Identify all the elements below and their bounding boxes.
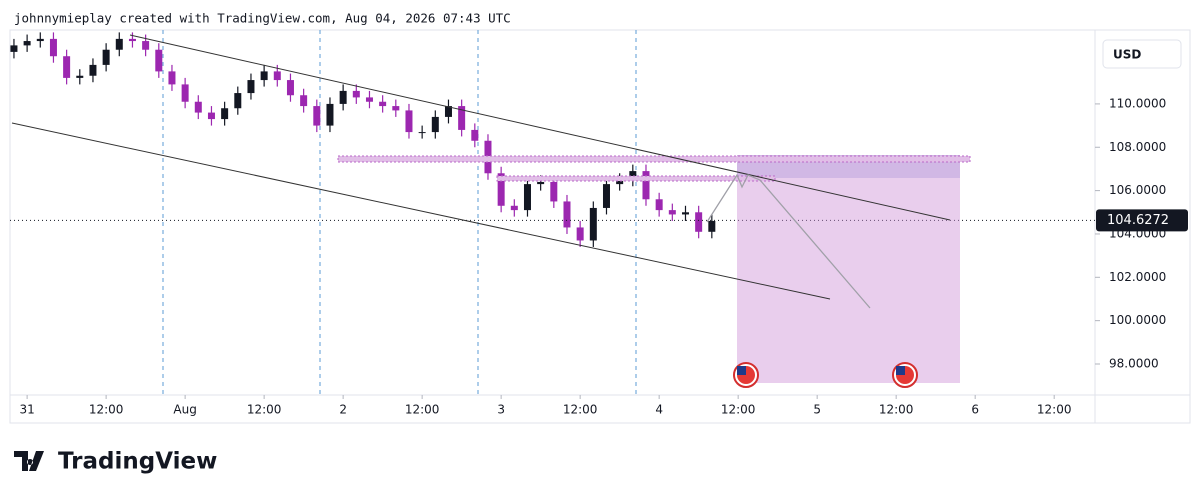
candle-body [63,56,71,78]
x-tick-label: 12:00 [721,403,756,417]
candle-body [602,184,610,208]
resistance-zone [496,175,776,182]
candle-body [23,41,31,46]
event-flag[interactable] [733,362,759,388]
candle-body [444,106,452,117]
candle-body [194,101,202,113]
event-flag[interactable] [892,362,918,388]
x-tick-label: 12:00 [405,403,440,417]
projection-path [706,173,871,309]
y-tick-label: 106.0000 [1109,183,1166,197]
last-price-label: 104.6272 [1107,213,1169,228]
x-tick-label: 4 [655,403,663,417]
candle-body [339,90,347,104]
y-tick-label: 98.0000 [1109,357,1159,371]
candle-body [431,116,439,133]
currency: USD [1113,48,1141,62]
candle-body [563,201,571,228]
brand-logo [14,451,44,471]
candle-body [10,45,18,52]
x-tick-label: 3 [497,403,505,417]
x-tick-label: Aug [173,403,196,417]
candle-body [221,108,229,120]
y-tick-label: 100.0000 [1109,313,1166,327]
candle-body [695,212,703,232]
candle-body [313,106,321,126]
candle-body [260,71,268,81]
candle-body [708,220,716,232]
candle-body [537,181,545,185]
x-tick-label: 12:00 [1037,403,1072,417]
candle-body [36,38,44,42]
candle-body [49,38,57,57]
candle-body [668,210,676,215]
x-tick-label: 5 [813,403,821,417]
candle-body [102,49,110,65]
chart-title: johnnymieplay created with TradingView.c… [14,11,511,26]
candle-body [365,97,373,102]
x-tick-label: 6 [971,403,979,417]
candle-body [458,106,466,130]
x-tick-label: 12:00 [247,403,282,417]
candle-body [115,38,123,50]
resistance-zone [337,155,971,163]
x-tick-label: 12:00 [879,403,914,417]
candle-body [89,64,97,76]
candle-body [142,41,150,50]
brand: TradingView [58,449,217,475]
candle-body [155,49,163,72]
logo-mark [14,451,44,471]
y-tick-label: 110.0000 [1109,96,1166,110]
candle-body [576,227,584,241]
candle-body [128,38,136,42]
candle-body [405,110,413,133]
candle-body [510,205,518,211]
candle-body [300,95,308,107]
channel-lower [11,122,831,300]
candle-body [629,171,637,180]
candle-body [379,101,387,107]
x-tick-label: 12:00 [563,403,598,417]
x-tick-label: 31 [19,403,34,417]
candle-body [523,184,531,211]
candle-body [326,103,334,126]
candle-body [418,132,426,134]
session-breaks [162,30,637,395]
candle-body [471,129,479,141]
drawings [11,34,971,388]
candle-body [76,75,84,78]
candle-body [655,199,663,211]
x-tick-label: 12:00 [89,403,124,417]
candle-body [392,106,400,111]
candle-body [497,173,505,206]
x-tick-label: 2 [339,403,347,417]
candle-body [550,181,558,202]
y-tick-label: 102.0000 [1109,270,1166,284]
candle-body [352,90,360,98]
candle-body [616,179,624,185]
currency-box[interactable] [1102,39,1182,69]
candle-body [207,112,215,120]
candle-body [286,80,294,96]
candle-body [681,212,689,215]
candle-body [247,80,255,94]
candle-body [273,71,281,81]
candle-body [168,71,176,85]
y-tick-label: 108.0000 [1109,140,1166,154]
candle-body [181,84,189,102]
channel-upper [129,34,951,221]
candle-body [642,171,650,200]
last-price-box [1096,209,1188,232]
target-zone [737,155,960,383]
candle-body [234,93,242,109]
candle-body [589,207,597,241]
frame [9,29,1191,424]
